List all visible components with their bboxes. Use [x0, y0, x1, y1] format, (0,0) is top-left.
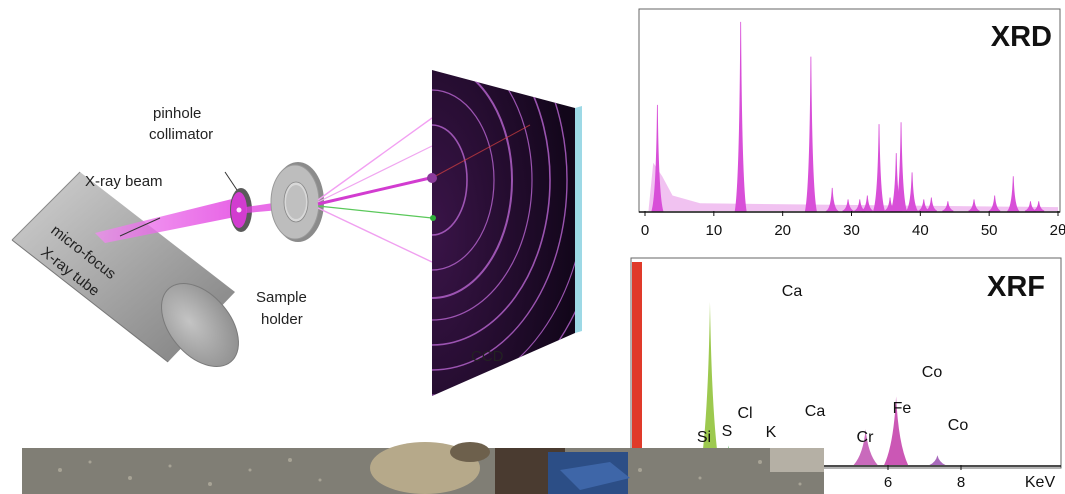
xrf-peak-7 [853, 429, 878, 465]
xrf-peak-9 [929, 455, 946, 465]
beam-label: X-ray beam [85, 173, 163, 190]
xrd-peak-16 [988, 195, 1001, 212]
xrd-peak-15 [968, 199, 980, 212]
xrd-tick-label-4: 40 [912, 222, 929, 239]
xrd-peak-2 [804, 56, 817, 212]
xrf-peak-label-6: Cr [857, 429, 875, 446]
xrf-peak-label-9: Co [948, 417, 969, 434]
xrd-peak-10 [894, 122, 908, 212]
xray-beam [95, 197, 240, 243]
xrf-escape-peak [632, 262, 642, 468]
xrd-peak-19 [1033, 201, 1045, 212]
xrd-peak-11 [905, 172, 919, 212]
xrd-tick-label-1: 10 [705, 222, 722, 239]
xrd-peak-0 [651, 104, 664, 212]
xrf-peak-8 [884, 396, 909, 465]
xrd-plot-frame [638, 8, 1061, 213]
xrd-peak-1 [734, 21, 747, 212]
sample-label-line2: holder [261, 311, 303, 328]
xrf-peak-label-3: K [766, 424, 777, 441]
xrd-peak-3 [825, 187, 839, 212]
xrf-peak-label-2: Cl [737, 405, 752, 422]
xrf-peak-label-8: Co [922, 364, 943, 381]
xrd-peak-4 [842, 199, 854, 212]
xrf-title: XRF [987, 271, 1045, 303]
xrd-peak-14 [942, 201, 954, 212]
xrf-peak-4 [700, 302, 719, 465]
pinhole-collimator [230, 188, 252, 232]
collimator-label-leader [224, 171, 238, 191]
xrf-peak-label-1: S [722, 423, 733, 440]
xrd-peak-13 [925, 197, 938, 212]
beam-label-leader [119, 217, 161, 237]
sample-label-line1: Sample [256, 289, 307, 306]
xrf-x-axis-label: KeV [1025, 474, 1056, 491]
xrd-tick-label-6: 2θ [1050, 222, 1065, 239]
xrd-peak-17 [1006, 176, 1020, 212]
ccd-label: CCD [471, 348, 504, 365]
xray-tube [11, 171, 239, 368]
xrd-title: XRD [991, 21, 1052, 53]
xrf-plot-frame [630, 257, 1062, 469]
xrf-tick-label-0: 6 [884, 474, 892, 491]
xrd-peak-6 [861, 195, 874, 212]
collimator-label-line1: pinhole [153, 105, 201, 122]
diffracted-rays [317, 117, 433, 263]
field-photo [22, 442, 824, 494]
xrd-tick-label-5: 50 [981, 222, 998, 239]
xrd-peak-7 [872, 124, 886, 212]
xrf-tick-label-1: 8 [957, 474, 965, 491]
ccd-detector [427, 70, 582, 396]
xrd-tick-label-2: 20 [774, 222, 791, 239]
xrd-background [648, 162, 1058, 211]
xrd-tick-label-3: 30 [843, 222, 860, 239]
xrf-peak-label-0: Si [697, 429, 711, 446]
xrf-chart: Si SCl K Ca Ca Cr Fe Co Co 6 8 XRF KeV [630, 257, 1062, 491]
xrf-peak-label-7: Fe [893, 400, 912, 417]
xrf-peak-label-5: Ca [805, 403, 826, 420]
xrd-tick-label-0: 0 [641, 222, 649, 239]
xrf-peak-label-4: Ca [782, 283, 803, 300]
sample-holder [270, 162, 324, 242]
xrd-chart: 0 10 20 30 40 50 2θ XRD [638, 8, 1065, 239]
collimator-label-line2: collimator [149, 126, 213, 143]
